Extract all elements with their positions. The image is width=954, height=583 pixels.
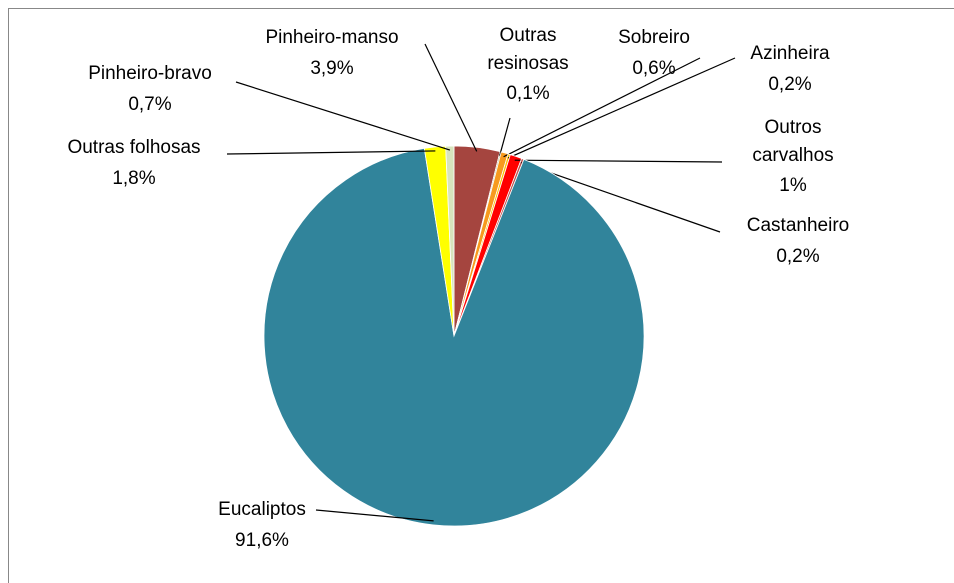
slice-value: 1% bbox=[779, 175, 807, 196]
slice-name: Outras resinosas bbox=[487, 25, 569, 74]
pie-slice bbox=[445, 145, 455, 337]
leader-line bbox=[499, 117, 511, 156]
slice-name: Outras folhosas bbox=[67, 137, 201, 158]
data-label: Pinheiro-manso 3,9% bbox=[265, 22, 398, 84]
leader-line bbox=[235, 81, 451, 151]
data-label: Pinheiro-bravo 0,7% bbox=[88, 58, 212, 120]
leader-line bbox=[514, 159, 723, 163]
slice-value: 91,6% bbox=[235, 530, 289, 551]
slice-name: Outros carvalhos bbox=[752, 117, 834, 166]
slice-name: Castanheiro bbox=[746, 215, 850, 236]
leader-line bbox=[424, 43, 478, 152]
slice-name: Pinheiro-manso bbox=[265, 27, 399, 48]
data-label: Outros carvalhos 1% bbox=[738, 114, 848, 201]
slice-name: Pinheiro-bravo bbox=[88, 63, 212, 84]
leader-line bbox=[503, 57, 701, 158]
chart-border bbox=[8, 8, 954, 583]
slice-value: 0,6% bbox=[632, 58, 676, 79]
slice-value: 3,9% bbox=[310, 58, 354, 79]
pie-slice bbox=[263, 147, 645, 527]
leader-line bbox=[521, 162, 721, 233]
leader-line bbox=[507, 57, 736, 159]
slice-value: 1,8% bbox=[112, 168, 156, 189]
data-label: Sobreiro 0,6% bbox=[618, 22, 690, 84]
leader-line bbox=[226, 150, 436, 155]
data-label: Outras resinosas 0,1% bbox=[473, 22, 583, 109]
slice-name: Azinheira bbox=[750, 43, 830, 64]
slice-value: 0,7% bbox=[128, 94, 172, 115]
data-label: Outras folhosas 1,8% bbox=[67, 132, 200, 194]
data-label: Castanheiro 0,2% bbox=[747, 210, 849, 272]
slice-value: 0,2% bbox=[768, 74, 812, 95]
slice-name: Sobreiro bbox=[618, 27, 690, 48]
leader-line bbox=[315, 509, 434, 522]
slice-value: 0,1% bbox=[506, 83, 550, 104]
data-label: Eucaliptos 91,6% bbox=[218, 494, 306, 556]
slice-name: Eucaliptos bbox=[218, 499, 306, 520]
slice-value: 0,2% bbox=[776, 246, 820, 267]
data-label: Azinheira 0,2% bbox=[750, 38, 829, 100]
